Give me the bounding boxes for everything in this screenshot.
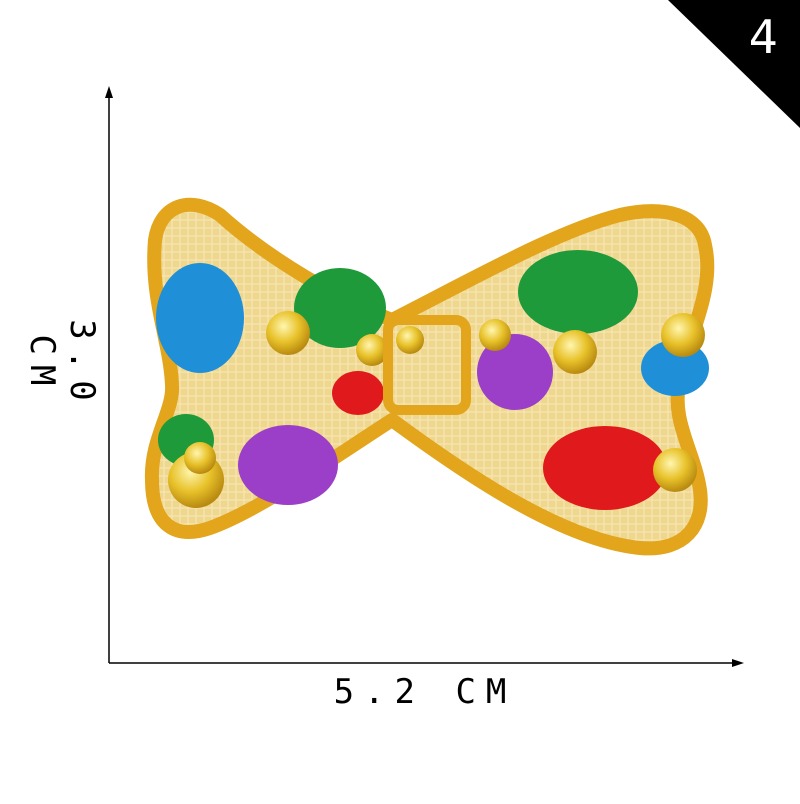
width-dimension-label: 5.2 CM [333, 672, 517, 712]
purple-dot [477, 334, 553, 410]
bow-tie-patch [144, 197, 715, 556]
height-dimension-label: 3.0 CM [22, 319, 102, 411]
blue-dot [156, 263, 244, 373]
green-dot [518, 250, 638, 334]
up-arrow-icon [105, 86, 113, 98]
corner-badge [668, 0, 800, 128]
badge-number: 4 [748, 10, 778, 64]
red-dot [543, 426, 667, 510]
green-dot [294, 268, 386, 348]
purple-dot [238, 425, 338, 505]
gold-sequins [168, 311, 705, 508]
right-arrow-icon [732, 659, 744, 667]
dimension-axes [105, 86, 744, 667]
red-dot [332, 371, 384, 415]
bow-knot [383, 315, 471, 415]
